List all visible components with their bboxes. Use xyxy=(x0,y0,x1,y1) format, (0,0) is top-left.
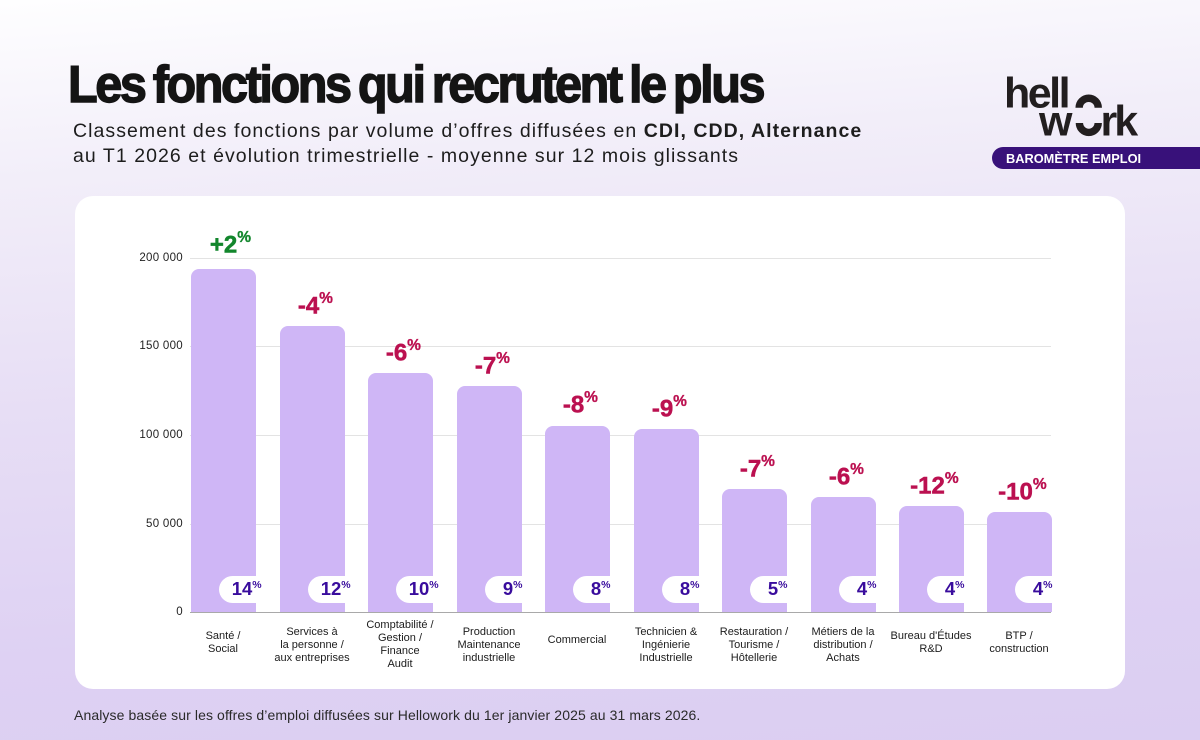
svg-text:hell: hell xyxy=(1004,70,1068,118)
svg-text:w: w xyxy=(1038,97,1073,142)
svg-text:rk: rk xyxy=(1101,97,1139,142)
